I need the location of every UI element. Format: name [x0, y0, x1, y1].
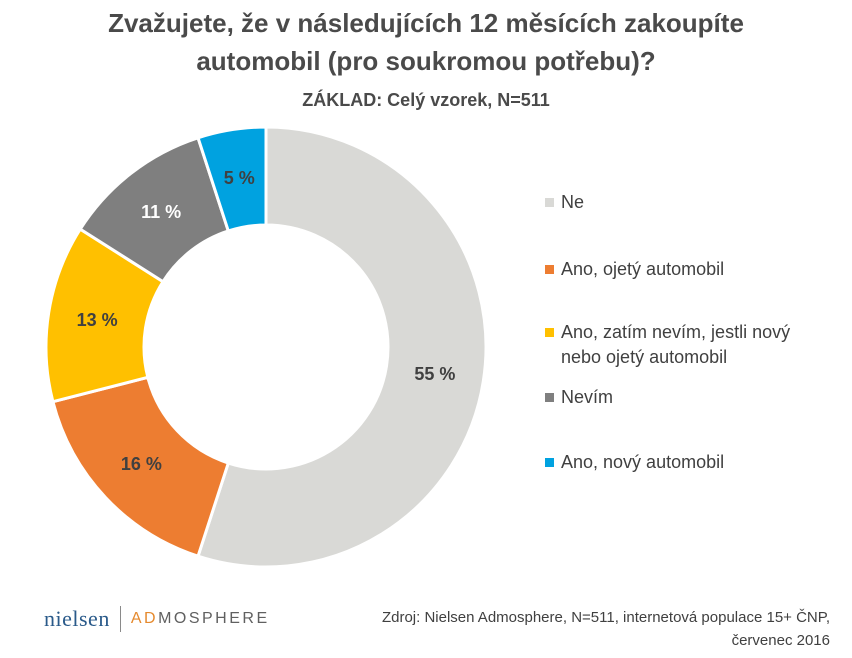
- admosphere-logo-accent: AD: [130, 610, 159, 627]
- legend-swatch-ano-ojety: [545, 265, 554, 274]
- legend-label-ne: Ne: [561, 192, 585, 212]
- donut-label-ano-zatim-nevim-jestli-novy-nebo-ojety-automobil: 13 %: [77, 310, 118, 330]
- legend-label-nevim: Nevím: [561, 387, 614, 407]
- chart-title-line-1: Zvažujete, že v následujících 12 měsícíc…: [108, 8, 744, 38]
- chart-title-line-2: automobil (pro soukromou potřebu)?: [196, 46, 656, 76]
- chart-title: Zvažujete, že v následujících 12 měsícíc…: [60, 4, 792, 80]
- legend-item-ano-nevim: Ano, zatím nevím, jestli nový nebo ojetý…: [545, 320, 821, 370]
- admosphere-logo-text: ADMOSPHERE: [131, 610, 270, 628]
- legend-label-ano-novy: Ano, nový automobil: [561, 452, 725, 472]
- legend-item-ano-ojety: Ano, ojetý automobil: [545, 257, 821, 282]
- legend-item-ano-novy: Ano, nový automobil: [545, 450, 821, 475]
- source-line-2: červenec 2016: [731, 632, 830, 649]
- donut-slice-ano-novy-automobil: [196, 125, 268, 233]
- admosphere-logo-rest: MOSPHERE: [158, 610, 270, 627]
- donut-slice-ne: [196, 125, 488, 569]
- source-note: Zdroj: Nielsen Admosphere, N=511, intern…: [382, 606, 830, 652]
- nielsen-admosphere-logo: nielsen ADMOSPHERE: [44, 604, 270, 634]
- logo-divider: [119, 606, 121, 632]
- legend-swatch-ano-nevim: [545, 328, 554, 337]
- legend-swatch-ne: [545, 198, 554, 207]
- source-line-1: Zdroj: Nielsen Admosphere, N=511, intern…: [381, 609, 830, 626]
- legend-label-ano-nevim: Ano, zatím nevím, jestli nový nebo ojetý…: [561, 322, 791, 367]
- legend-item-ne: Ne: [545, 190, 821, 215]
- legend-label-ano-ojety: Ano, ojetý automobil: [561, 259, 725, 279]
- donut-label-ne: 55 %: [414, 364, 455, 384]
- legend-swatch-nevim: [545, 393, 554, 402]
- donut-label-nevim: 11 %: [141, 202, 181, 222]
- donut-label-ano-ojety-automobil: 16 %: [121, 454, 162, 474]
- nielsen-logo-text: nielsen: [44, 606, 110, 631]
- legend-swatch-ano-novy: [545, 458, 554, 467]
- donut-label-ano-novy-automobil: 5 %: [224, 168, 255, 188]
- chart-subtitle: ZÁKLAD: Celý vzorek, N=511: [302, 90, 550, 110]
- legend-item-nevim: Nevím: [545, 385, 821, 410]
